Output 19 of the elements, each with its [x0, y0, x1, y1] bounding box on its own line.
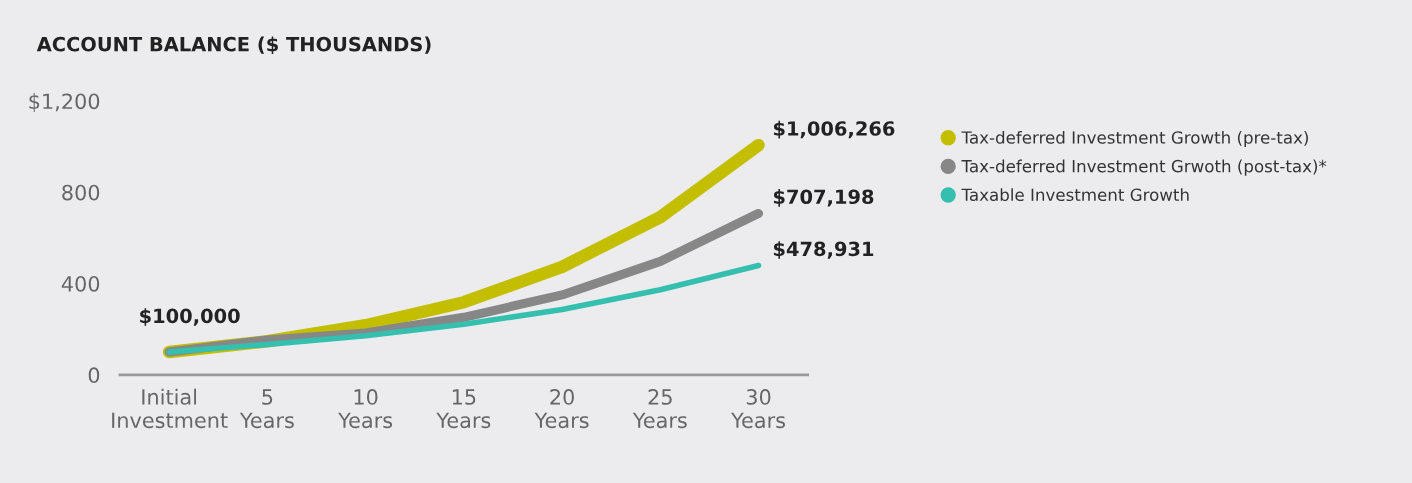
x-tick-label: 5 Years: [239, 389, 294, 429]
x-tick-label: 10 Years: [338, 389, 393, 429]
y-tick-label: 0: [88, 367, 100, 384]
x-tick-label: 25 Years: [632, 389, 687, 429]
y-tick-label: 400: [61, 275, 100, 292]
y-tick-label: $1,200: [29, 93, 100, 112]
x-tick-label: 30 Years: [731, 389, 786, 429]
x-tick-label: 15 Years: [436, 389, 491, 429]
annotation: $478,931: [773, 241, 874, 259]
x-tick-label: 20 Years: [534, 389, 589, 429]
legend-label: Tax-deferred Investment Grwoth (post-tax)*: [961, 159, 1327, 176]
annotation: $1,006,266: [773, 120, 895, 139]
legend-label: Tax-deferred Investment Growth (pre-tax): [961, 130, 1308, 148]
annotation: $707,198: [773, 189, 874, 207]
chart-title: ACCOUNT BALANCE ($ THOUSANDS): [36, 36, 431, 55]
y-tick-label: 800: [62, 184, 100, 201]
legend-label: Taxable Investment Growth: [961, 188, 1189, 202]
annotation: $100,000: [140, 308, 240, 326]
x-tick-label: Initial Investment: [112, 388, 228, 429]
